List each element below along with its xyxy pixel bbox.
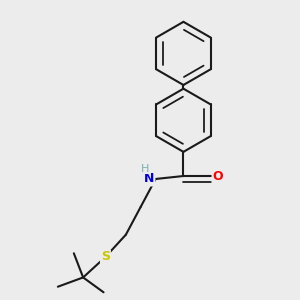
Text: H: H (141, 164, 149, 174)
Text: O: O (213, 169, 223, 182)
Text: N: N (144, 172, 154, 185)
Text: S: S (101, 250, 110, 263)
